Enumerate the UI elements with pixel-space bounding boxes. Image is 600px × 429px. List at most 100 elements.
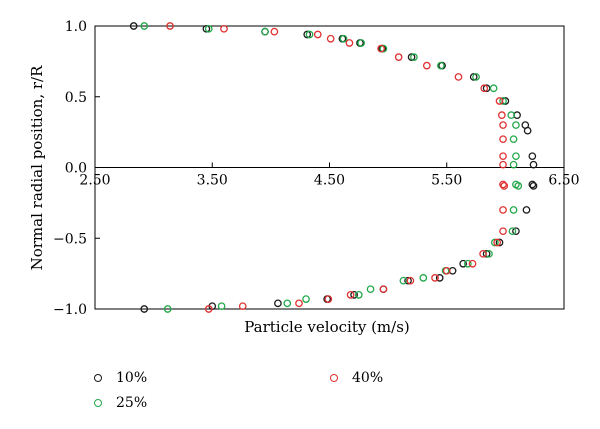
data-point (512, 227, 520, 236)
x-tick-label: 5.50 (431, 173, 462, 189)
data-point (509, 160, 518, 169)
x-tick-label: 3.50 (197, 173, 228, 189)
data-point (283, 299, 292, 308)
data-point (366, 285, 375, 294)
data-point (500, 182, 509, 190)
data-point (482, 249, 491, 258)
y-tick-label: 0.5 (65, 90, 87, 106)
data-point (499, 180, 507, 189)
y-axis-label: Normal radial position, r/R (28, 65, 46, 270)
data-point (261, 27, 269, 36)
data-point (493, 238, 502, 247)
x-tick-label: 6.50 (548, 173, 579, 189)
data-point (270, 27, 279, 36)
data-point (295, 299, 303, 308)
data-point (326, 34, 335, 43)
data-point (499, 97, 507, 105)
data-point (509, 206, 518, 214)
data-point (357, 39, 366, 47)
data-point (204, 24, 213, 33)
data-point (406, 276, 415, 285)
data-point (528, 180, 537, 189)
data-point (508, 227, 517, 236)
data-point (217, 302, 226, 311)
data-point (495, 238, 504, 247)
data-point (305, 30, 314, 39)
data-point (350, 290, 358, 299)
data-point (468, 259, 477, 268)
data-point (345, 39, 354, 47)
data-point (528, 152, 537, 161)
data-point (498, 111, 506, 119)
data-point (472, 73, 480, 81)
data-point (399, 276, 408, 285)
data-point (422, 61, 431, 70)
data-point (140, 305, 149, 313)
data-point (512, 152, 520, 161)
x-tick-label: 2.50 (79, 173, 110, 189)
y-tick-label: 1.0 (65, 19, 87, 35)
data-point (529, 182, 538, 190)
data-point (346, 290, 355, 299)
data-point (324, 295, 333, 303)
data-point (522, 206, 531, 214)
data-point (354, 290, 363, 299)
data-point (407, 53, 416, 61)
data-point (274, 299, 282, 308)
data-points (129, 22, 538, 313)
data-point (379, 285, 388, 294)
data-point (419, 274, 428, 282)
y-ticks: 1.0 0.5 0.0 −0.5 −1.0 (53, 19, 100, 318)
y-tick-label: −0.5 (53, 231, 87, 247)
y-tick-label: −1.0 (53, 302, 87, 318)
data-point (507, 111, 516, 119)
data-point (204, 305, 213, 313)
data-point (479, 249, 487, 258)
data-point (163, 305, 172, 313)
data-point (379, 44, 388, 53)
data-point (166, 22, 174, 30)
y-tick-label: 0.0 (65, 161, 87, 177)
data-point (437, 61, 445, 70)
data-point (302, 295, 310, 303)
x-ticks: 2.50 3.50 4.50 5.50 6.50 (79, 162, 580, 189)
data-point (140, 22, 149, 30)
series-40 (166, 22, 509, 313)
data-point (404, 276, 412, 285)
data-point (512, 121, 520, 129)
data-point (499, 152, 507, 161)
data-point (499, 135, 507, 144)
data-point (499, 206, 507, 214)
data-point (410, 53, 418, 61)
data-point (529, 160, 538, 169)
data-point (202, 24, 211, 33)
data-point (394, 53, 403, 61)
data-point (303, 30, 312, 39)
data-point (129, 22, 138, 30)
data-point (509, 135, 518, 144)
data-point (489, 84, 498, 93)
data-point (499, 160, 507, 169)
data-point (464, 259, 472, 268)
data-point (339, 34, 348, 43)
data-point (313, 30, 322, 39)
data-point (431, 274, 439, 282)
data-point (514, 182, 523, 190)
data-point (499, 121, 507, 129)
data-point (442, 266, 451, 275)
data-point (490, 238, 499, 247)
data-point (480, 84, 489, 93)
x-axis-label: Particle velocity (m/s) (244, 318, 410, 336)
x-tick-label: 4.50 (314, 173, 345, 189)
data-point (495, 97, 504, 105)
data-point (220, 24, 228, 33)
data-point (454, 73, 463, 81)
data-point (523, 126, 532, 135)
data-point (377, 44, 385, 53)
data-point (499, 227, 507, 236)
data-point (435, 274, 444, 282)
data-point (469, 73, 478, 81)
data-point (459, 259, 468, 268)
data-point (238, 302, 247, 311)
